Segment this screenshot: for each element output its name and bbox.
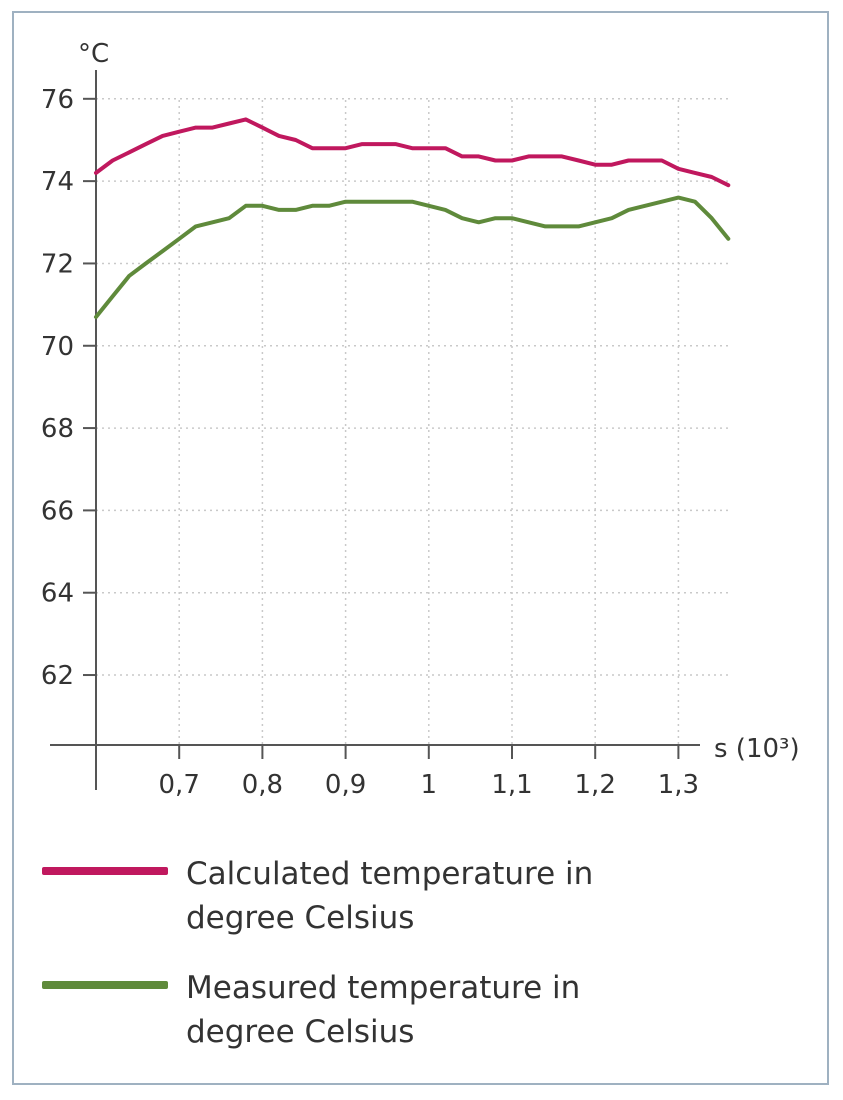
y-tick-label: 68 xyxy=(41,414,74,444)
x-ticks: 0,7 0,8 0,9 1 1,1 1,2 1,3 xyxy=(159,745,699,800)
legend-item-calculated: Calculated temperature in degree Celsius xyxy=(42,852,602,948)
axes xyxy=(50,70,700,790)
legend-label-measured: Measured temperature in degree Celsius xyxy=(186,970,581,1050)
series-lines xyxy=(94,117,731,319)
y-tick-label: 64 xyxy=(41,579,74,609)
y-axis-unit: °C xyxy=(78,39,109,69)
x-tick-label: 1,1 xyxy=(491,770,532,800)
x-tick-label: 1,2 xyxy=(575,770,616,800)
x-tick-label: 0,9 xyxy=(325,770,366,800)
series-line-calculated xyxy=(94,117,731,188)
grid xyxy=(96,98,732,745)
y-tick-label: 66 xyxy=(41,496,74,526)
x-tick-label: 0,7 xyxy=(159,770,200,800)
y-tick-label: 76 xyxy=(41,85,74,115)
x-tick-label: 1 xyxy=(421,770,438,800)
legend-swatch-measured xyxy=(42,981,168,989)
y-ticks: 62 64 66 68 70 72 74 76 xyxy=(41,85,96,691)
y-tick-label: 72 xyxy=(41,249,74,279)
chart-frame xyxy=(12,11,829,1085)
y-tick-label: 70 xyxy=(41,332,74,362)
x-axis-unit: s (10³) xyxy=(714,734,800,764)
x-tick-label: 0,8 xyxy=(242,770,283,800)
series-line-measured xyxy=(94,195,731,319)
x-tick-label: 1,3 xyxy=(658,770,699,800)
y-tick-label: 74 xyxy=(41,167,74,197)
legend-item-measured: Measured temperature in degree Celsius xyxy=(42,966,602,1062)
y-tick-label: 62 xyxy=(41,661,74,691)
legend-label-calculated: Calculated temperature in degree Celsius xyxy=(186,856,594,936)
legend-swatch-calculated xyxy=(42,867,168,875)
